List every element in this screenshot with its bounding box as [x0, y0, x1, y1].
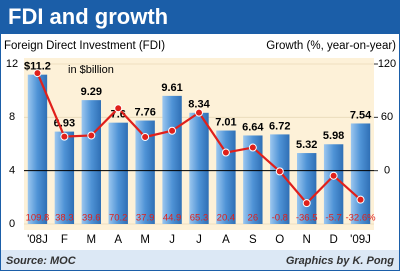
growth-value-label: 20.4	[217, 213, 236, 224]
bar	[27, 74, 48, 225]
bar-value-label: 5.32	[296, 139, 317, 151]
y2-tick-label: 120	[378, 58, 396, 70]
x-tick-label: J	[196, 234, 202, 246]
y-tick-label: 12	[6, 58, 18, 70]
y-tick-label: 4	[9, 165, 15, 177]
growth-marker	[329, 171, 338, 180]
growth-marker	[141, 132, 150, 141]
x-tick-label: M	[87, 234, 97, 246]
bar	[270, 134, 290, 224]
bar-value-label: 6.64	[242, 121, 264, 133]
bar	[323, 144, 344, 224]
y2-axis-label: Growth (%, year-on-year)	[266, 40, 396, 52]
growth-marker	[221, 148, 230, 157]
bar-value-label: 8.34	[188, 99, 210, 111]
credit: Graphics by K. Pong	[286, 255, 394, 267]
growth-marker	[248, 143, 257, 152]
y-tick-label: 8	[9, 111, 15, 123]
x-tick-label: S	[249, 234, 257, 246]
y-tick-label: 0	[9, 218, 15, 230]
x-tick-label: N	[303, 234, 311, 246]
x-tick-label: J	[169, 234, 175, 246]
chart-title: FDI and growth	[8, 4, 168, 29]
growth-value-label: -5.7	[325, 213, 341, 224]
bar-value-label: $11.2	[24, 61, 51, 73]
x-tick-label: O	[275, 234, 284, 246]
bar	[162, 95, 182, 224]
x-tick-label: '08J	[27, 234, 48, 246]
y2-tick-label: 0	[384, 165, 390, 177]
growth-value-label: -32.6%	[345, 213, 376, 224]
x-tick-label: A	[222, 234, 230, 246]
bar-value-label: 6.72	[269, 120, 290, 132]
bar-value-label: 7.76	[134, 106, 155, 118]
growth-value-label: 26	[248, 213, 259, 224]
bar	[81, 100, 101, 224]
growth-marker	[114, 104, 123, 113]
growth-value-label: 39.6	[82, 213, 101, 224]
x-tick-label: D	[329, 234, 337, 246]
y-axis-label: Foreign Direct Investment (FDI)	[4, 40, 165, 52]
bar	[108, 122, 128, 224]
growth-marker	[168, 126, 177, 135]
growth-value-label: -0.8	[272, 213, 288, 224]
growth-value-label: 109.8	[26, 213, 50, 224]
growth-marker	[302, 199, 311, 208]
bar-value-label: 7.01	[215, 116, 236, 128]
y2-tick-label: 60	[381, 111, 393, 123]
growth-value-label: -36.5	[296, 213, 318, 224]
annotation: in $billion	[68, 64, 114, 76]
bar	[54, 131, 75, 224]
bar	[216, 130, 236, 224]
footer	[0, 250, 400, 271]
growth-marker	[356, 195, 365, 204]
growth-value-label: 44.9	[163, 213, 182, 224]
title-banner	[0, 0, 400, 34]
bar-value-label: 5.98	[323, 130, 344, 142]
growth-marker	[87, 131, 96, 140]
growth-value-label: 38.3	[55, 213, 74, 224]
bar	[189, 112, 209, 224]
growth-value-label: 70.2	[109, 213, 128, 224]
x-tick-label: F	[61, 234, 68, 246]
bar-value-label: 9.29	[81, 86, 102, 98]
bar	[135, 120, 155, 224]
bar-value-label: 7.54	[350, 109, 372, 121]
growth-marker	[33, 69, 42, 78]
growth-value-label: 37.9	[136, 213, 155, 224]
bar	[350, 123, 371, 224]
growth-value-label: 65.3	[190, 213, 209, 224]
bar	[243, 135, 263, 224]
bar-value-label: 9.61	[161, 82, 182, 94]
source: Source: MOC	[6, 255, 77, 267]
growth-marker	[60, 132, 69, 141]
x-tick-label: '09J	[350, 234, 371, 246]
growth-marker	[275, 167, 284, 176]
x-tick-label: M	[140, 234, 150, 246]
x-tick-label: A	[114, 234, 122, 246]
growth-marker	[195, 108, 203, 117]
